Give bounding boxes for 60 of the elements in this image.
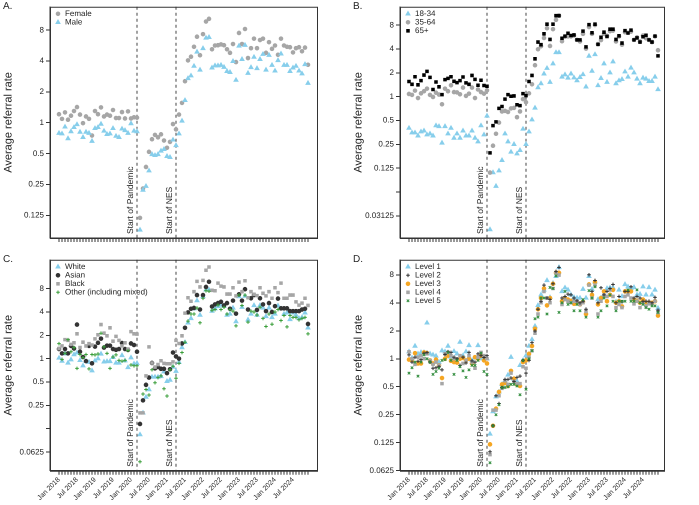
y-tick-label: 0.5: [32, 148, 45, 158]
y-tick-label: 0.25: [28, 400, 45, 410]
ref-line-label: Start of NES: [514, 419, 524, 467]
legend-label: Level 4: [415, 288, 442, 297]
y-tick-label: 0.5: [382, 116, 395, 125]
ref-line-label: Start of NES: [164, 186, 174, 234]
legend-label: Black: [65, 279, 86, 288]
legend-label: Level 2: [415, 270, 442, 280]
y-tick-label: 4: [390, 298, 395, 307]
legend-label: Female: [65, 9, 92, 18]
legend-label: 18-34: [415, 9, 436, 18]
chart-title: A.: [3, 0, 12, 12]
y-axis-title: Average referral rate: [2, 314, 15, 416]
y-tick-label: 2: [40, 87, 45, 96]
y-tick-label: 0.03125: [365, 211, 395, 220]
y-tick-label: 0.125: [24, 210, 45, 220]
legend-label: Other (including mixed): [65, 288, 148, 297]
y-tick-label: 4: [390, 44, 395, 54]
y-tick-label: 2: [390, 326, 395, 335]
y-tick-label: 1: [40, 118, 45, 127]
y-tick-label: 0.25: [28, 180, 45, 189]
y-tick-label: 8: [40, 284, 45, 293]
chart-title: D.: [353, 254, 363, 265]
y-tick-label: 0.25: [378, 410, 395, 419]
y-tick-label: 0.5: [382, 382, 395, 391]
y-tick-label: 8: [390, 270, 395, 280]
ref-line-label: Start of Pandemic: [475, 166, 486, 234]
y-tick-label: 0.25: [378, 140, 395, 149]
y-tick-label: 0.125: [374, 163, 395, 172]
y-tick-label: 8: [390, 20, 395, 30]
y-tick-label: 8: [40, 25, 45, 34]
y-tick-label: 1: [390, 354, 395, 363]
chart-title: B.: [353, 0, 362, 12]
legend-label: Asian: [65, 270, 86, 280]
legend-label: Level 5: [415, 296, 442, 306]
y-tick-label: 1: [40, 354, 45, 363]
y-axis-title: Average referral rate: [2, 72, 15, 173]
y-tick-label: 4: [40, 307, 45, 316]
y-axis-title: Average referral rate: [352, 72, 365, 173]
y-tick-label: 0.0625: [370, 466, 395, 475]
ref-line-label: Start of Pandemic: [125, 166, 136, 234]
legend-label: Male: [65, 18, 83, 27]
y-tick-label: 0.125: [374, 438, 395, 447]
y-tick-label: 2: [40, 330, 45, 340]
ref-line-label: Start of Pandemic: [125, 398, 136, 467]
chart-title: C.: [3, 254, 13, 265]
y-axis-title: Average referral rate: [352, 314, 365, 416]
y-tick-label: 0.5: [32, 377, 45, 386]
legend-label: Level 1: [415, 262, 442, 272]
y-tick-label: 2: [390, 68, 395, 77]
ref-line-label: Start of NES: [164, 419, 174, 467]
y-tick-label: 4: [40, 56, 45, 66]
y-tick-label: 0.0625: [20, 447, 45, 456]
ref-line-label: Start of NES: [514, 186, 524, 234]
y-tick-label: 1: [390, 92, 395, 101]
legend-label: Level 3: [415, 279, 442, 288]
legend-label: 35-64: [415, 18, 436, 27]
ref-line-label: Start of Pandemic: [475, 398, 486, 467]
legend-label: 65+: [415, 26, 429, 36]
legend-label: White: [65, 262, 86, 272]
